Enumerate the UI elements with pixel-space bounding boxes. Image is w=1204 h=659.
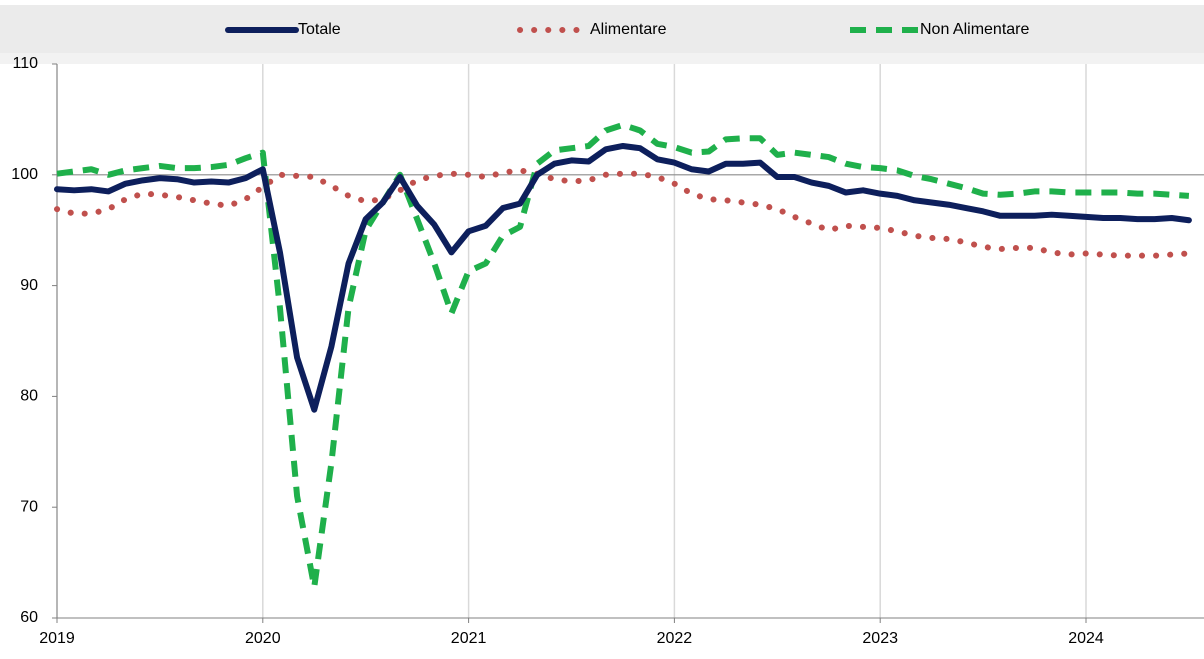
- x-tick-label: 2020: [245, 630, 281, 647]
- top-band: [0, 53, 1204, 64]
- x-tick-label: 2019: [39, 630, 75, 647]
- y-tick-label: 80: [20, 388, 38, 405]
- x-tick-label: 2023: [862, 630, 898, 647]
- series-line: [56, 121, 1190, 590]
- y-tick-label: 60: [20, 609, 38, 626]
- legend-label: Alimentare: [590, 21, 667, 38]
- x-tick-label: 2021: [451, 630, 487, 647]
- y-tick-label: 90: [20, 277, 38, 294]
- legend-label: Totale: [298, 21, 341, 38]
- y-tick-label: 70: [20, 498, 38, 515]
- series-line: [54, 142, 1192, 413]
- y-tick-label: 110: [12, 55, 38, 72]
- y-tick-label: 100: [11, 166, 38, 183]
- x-tick-label: 2022: [657, 630, 693, 647]
- legend-label: Non Alimentare: [920, 21, 1029, 38]
- legend-background: [0, 5, 1204, 53]
- series-line: [54, 167, 1192, 259]
- x-tick-label: 2024: [1068, 630, 1104, 647]
